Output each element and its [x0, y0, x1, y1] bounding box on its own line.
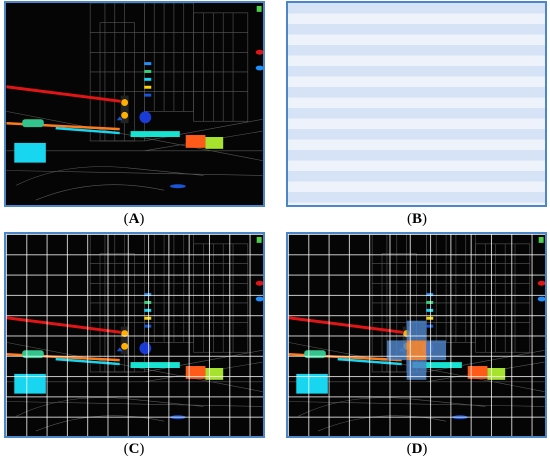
grid-overlay-c	[6, 234, 263, 436]
panel-b-grid	[286, 1, 547, 207]
grid-overlay-d	[288, 234, 545, 436]
panel-a-image	[4, 1, 265, 207]
caption-b: (B)	[406, 211, 427, 227]
panel-d-image-grid-highlight	[286, 232, 547, 438]
caption-a: (A)	[123, 211, 145, 227]
panel-c-image-grid	[4, 232, 265, 438]
caption-d: (D)	[406, 441, 428, 457]
caption-c: (C)	[123, 441, 145, 457]
scene-a	[6, 3, 263, 202]
